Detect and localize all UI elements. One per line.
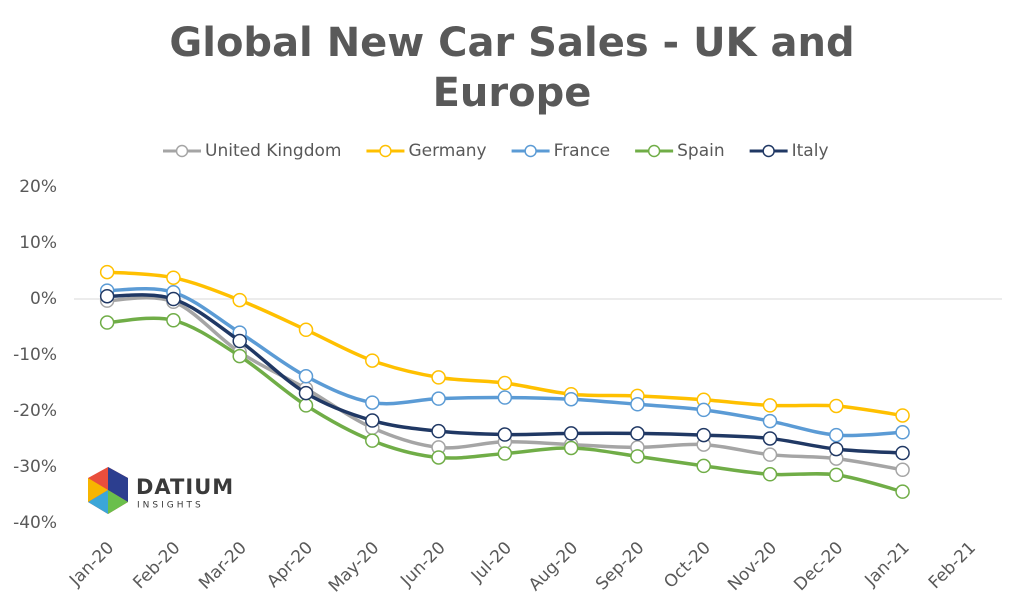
data-point [232, 292, 247, 308]
data-point [563, 440, 579, 456]
x-tick-label: May-20 [325, 538, 383, 596]
data-point [829, 398, 844, 414]
legend-label: Italy [792, 141, 829, 161]
x-tick-label: Mar-20 [195, 538, 251, 594]
y-tick-label: -40% [13, 513, 57, 533]
chart-title: Global New Car Sales - UK and Europe [169, 20, 855, 116]
data-point [365, 433, 380, 448]
data-point [99, 288, 115, 304]
logo-tagline: INSIGHTS [137, 501, 204, 511]
data-point [829, 427, 844, 443]
series-line [107, 287, 903, 438]
data-point [762, 413, 778, 429]
data-point [762, 467, 778, 482]
logo-name: DATIUM [136, 475, 234, 499]
data-point [497, 427, 513, 442]
data-point [895, 462, 910, 478]
legend: United Kingdom Germany France Spain Italy [163, 141, 829, 161]
logo: DATIUM INSIGHTS [88, 467, 234, 514]
x-tick-label: Feb-21 [925, 538, 980, 593]
data-point [365, 413, 380, 428]
data-point [829, 467, 844, 483]
legend-label: Spain [677, 141, 725, 161]
x-tick-label: Aug-20 [525, 538, 582, 595]
data-point [431, 450, 446, 465]
x-tick-label: Feb-20 [129, 538, 184, 593]
data-point [298, 398, 314, 413]
x-tick-label: Jun-20 [396, 538, 449, 591]
x-tick-label: Jul-20 [467, 538, 516, 587]
data-point [762, 431, 778, 446]
x-tick-label: Apr-20 [263, 538, 317, 592]
data-point [166, 291, 181, 307]
data-point [696, 458, 711, 474]
x-tick-label: Nov-20 [724, 538, 781, 595]
data-point [696, 402, 711, 418]
data-point [298, 322, 314, 338]
data-point [166, 313, 181, 328]
y-tick-label: -20% [13, 401, 57, 421]
data-point [829, 441, 844, 457]
legend-label: Germany [408, 141, 486, 161]
data-point [895, 408, 910, 423]
data-point [696, 427, 711, 443]
x-tick-label: Dec-20 [790, 538, 847, 595]
y-tick-label: 10% [19, 233, 57, 253]
legend-marker [762, 144, 775, 158]
logo-hex-part [88, 478, 108, 502]
data-point [497, 446, 513, 461]
series [99, 288, 910, 461]
data-point [497, 375, 513, 391]
data-point [99, 264, 115, 280]
y-tick-label: -10% [13, 345, 57, 365]
data-point [298, 385, 314, 401]
data-point [431, 391, 446, 406]
x-tick-label: Jan-20 [65, 538, 118, 591]
data-point [431, 423, 446, 439]
data-point [895, 425, 910, 440]
y-tick-label: 0% [30, 289, 57, 309]
logo-hex-part [88, 490, 108, 514]
data-point [232, 333, 247, 349]
data-point [630, 449, 645, 464]
legend-label: United Kingdom [205, 141, 341, 161]
legend-marker [524, 144, 537, 158]
data-point [497, 390, 513, 405]
logo-hex-part [108, 490, 128, 514]
x-tick-label: Sep-20 [592, 538, 648, 594]
legend-marker [647, 144, 661, 158]
data-point [630, 397, 645, 412]
data-point [762, 447, 778, 462]
legend-label: France [554, 141, 611, 161]
data-point [762, 398, 778, 413]
legend-marker [379, 144, 392, 158]
data-point [166, 270, 181, 285]
data-point [232, 348, 247, 364]
legend-marker [175, 144, 189, 158]
y-tick-label: 20% [19, 177, 57, 197]
data-point [365, 353, 380, 368]
data-point [563, 426, 579, 441]
data-point [431, 370, 446, 385]
series [99, 313, 910, 499]
logo-hex-part [108, 467, 128, 502]
data-point [563, 391, 579, 407]
y-tick-label: -30% [13, 457, 57, 477]
x-tick-label: Oct-20 [660, 538, 715, 593]
series [99, 283, 910, 443]
x-tick-label: Jan-21 [861, 538, 914, 591]
series [99, 264, 910, 423]
data-point [365, 395, 380, 410]
data-point [99, 315, 115, 330]
data-point [895, 445, 910, 461]
data-point [895, 484, 910, 499]
data-point [298, 369, 314, 384]
data-point [630, 426, 645, 441]
